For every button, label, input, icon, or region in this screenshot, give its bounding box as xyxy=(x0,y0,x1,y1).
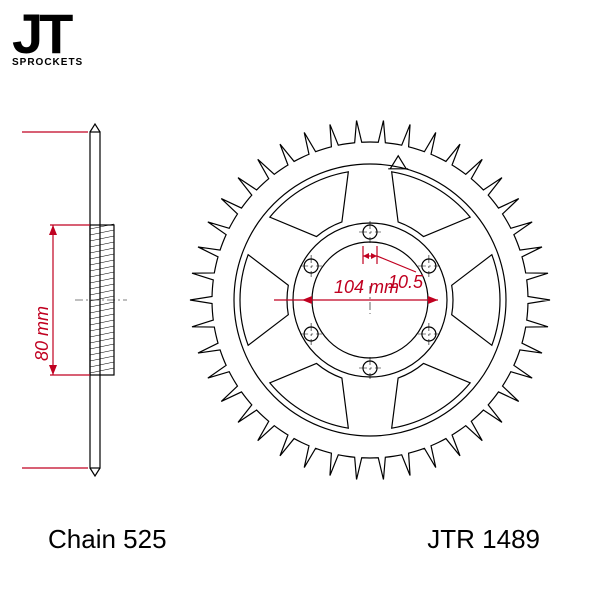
brand-tagline: SPROCKETS xyxy=(12,57,83,68)
svg-text:10.5: 10.5 xyxy=(388,272,424,292)
brand-logo: JT SPROCKETS xyxy=(12,12,83,68)
chain-size-label: Chain 525 xyxy=(48,524,167,555)
brand-name: JT xyxy=(12,12,83,57)
technical-drawing: 104 mm10.580 mm xyxy=(0,90,600,510)
part-number-label: JTR 1489 xyxy=(427,524,540,555)
sprocket-diagram-svg: 104 mm10.580 mm xyxy=(0,90,600,510)
svg-text:80 mm: 80 mm xyxy=(32,306,52,361)
